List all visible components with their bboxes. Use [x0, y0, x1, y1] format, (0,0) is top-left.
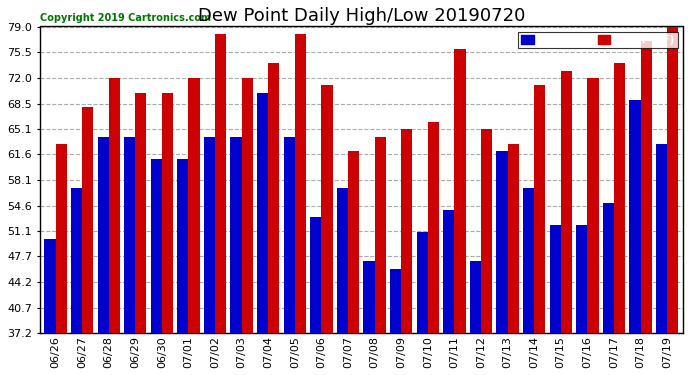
Text: Copyright 2019 Cartronics.com: Copyright 2019 Cartronics.com [39, 13, 210, 23]
Bar [640, 41, 651, 375]
Bar [576, 225, 587, 375]
Bar [549, 225, 561, 375]
Bar [268, 63, 279, 375]
Bar [97, 136, 109, 375]
Bar [428, 122, 439, 375]
Bar [455, 48, 466, 375]
Bar [364, 261, 375, 375]
Bar [470, 261, 481, 375]
Bar [188, 78, 199, 375]
Bar [508, 144, 519, 375]
Bar [162, 93, 173, 375]
Bar [390, 269, 401, 375]
Bar [310, 217, 322, 375]
Bar [603, 202, 614, 375]
Bar [215, 34, 226, 375]
Bar [44, 239, 55, 375]
Bar [375, 136, 386, 375]
Bar [587, 78, 598, 375]
Bar [135, 93, 146, 375]
Bar [348, 151, 359, 375]
Bar [534, 85, 545, 375]
Bar [337, 188, 348, 375]
Bar [109, 78, 120, 375]
Bar [295, 34, 306, 375]
Bar [481, 129, 492, 375]
Bar [667, 27, 678, 375]
Bar [284, 136, 295, 375]
Bar [177, 159, 188, 375]
Bar [401, 129, 413, 375]
Bar [322, 85, 333, 375]
Bar [257, 93, 268, 375]
Bar [230, 136, 241, 375]
Bar [150, 159, 162, 375]
Bar [55, 144, 67, 375]
Bar [561, 70, 572, 375]
Title: Dew Point Daily High/Low 20190720: Dew Point Daily High/Low 20190720 [197, 7, 525, 25]
Bar [124, 136, 135, 375]
Bar [204, 136, 215, 375]
Bar [82, 107, 93, 375]
Bar [614, 63, 625, 375]
Legend: Low  (°F), High  (°F): Low (°F), High (°F) [518, 32, 678, 48]
Bar [496, 151, 508, 375]
Bar [71, 188, 82, 375]
Bar [241, 78, 253, 375]
Bar [523, 188, 534, 375]
Bar [656, 144, 667, 375]
Bar [417, 232, 428, 375]
Bar [443, 210, 455, 375]
Bar [629, 100, 640, 375]
